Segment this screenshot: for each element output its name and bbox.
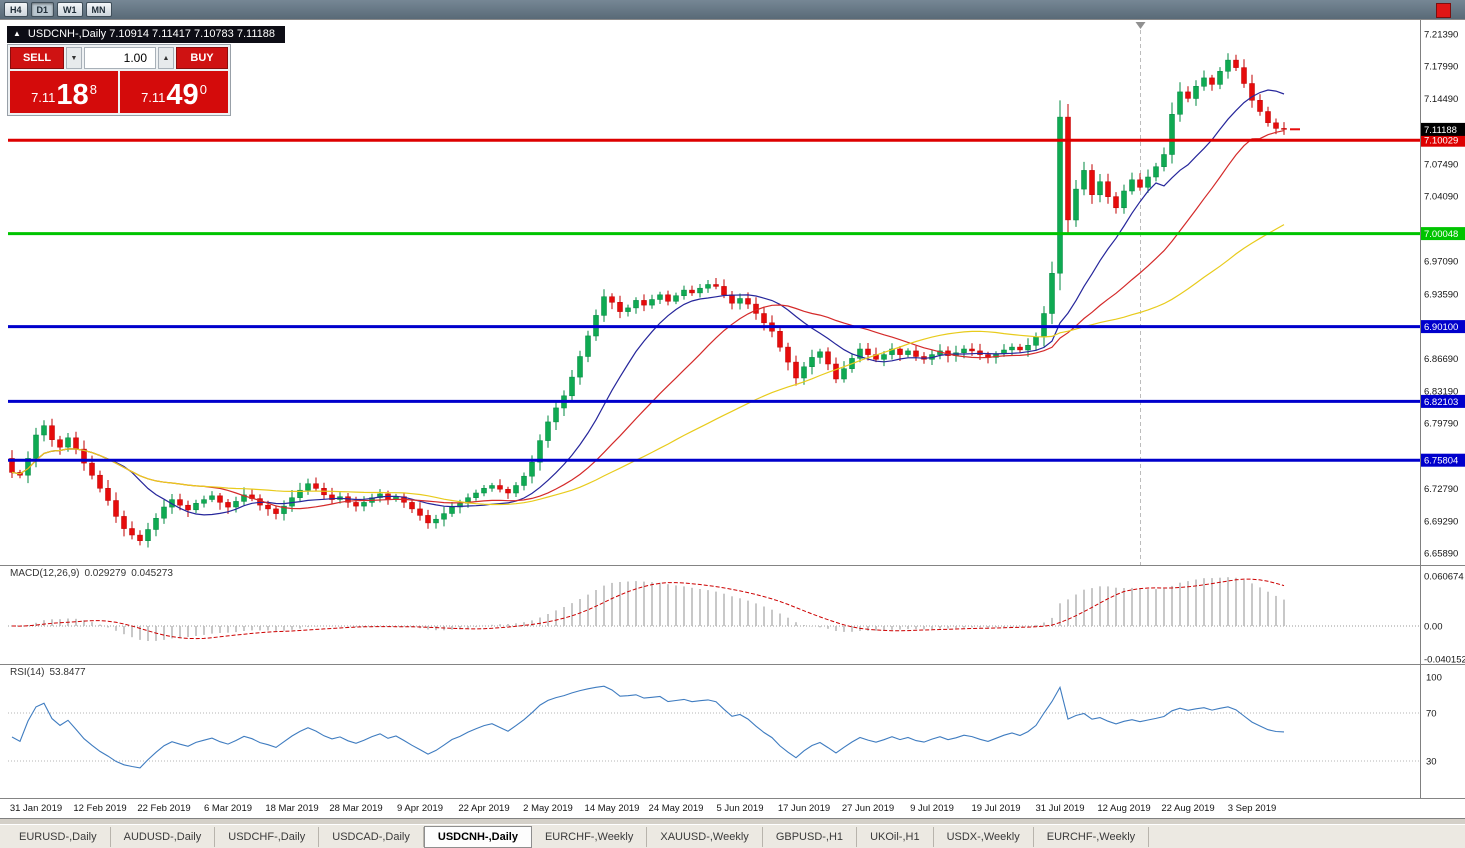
macd-panel-canvas[interactable]: 0.060674 0.00 -0.040152 xyxy=(0,565,1465,664)
buy-price-display[interactable]: 7.11 49 0 xyxy=(120,71,228,113)
tab-usdx-weekly[interactable]: USDX-,Weekly xyxy=(934,826,1034,847)
svg-text:12 Feb 2019: 12 Feb 2019 xyxy=(73,803,126,814)
volume-up-button[interactable]: ▲ xyxy=(158,47,174,69)
svg-text:31 Jul 2019: 31 Jul 2019 xyxy=(1035,803,1084,814)
svg-text:6.75804: 6.75804 xyxy=(1424,456,1458,467)
rsi-name: RSI(14) xyxy=(10,667,45,678)
svg-text:0.00: 0.00 xyxy=(1424,622,1443,633)
volume-input[interactable] xyxy=(84,47,156,69)
svg-text:9 Jul 2019: 9 Jul 2019 xyxy=(910,803,954,814)
tab-usdchf-daily[interactable]: USDCHF-,Daily xyxy=(215,826,320,847)
tab-eurusd-daily[interactable]: EURUSD-,Daily xyxy=(6,826,111,847)
svg-text:7.07490: 7.07490 xyxy=(1424,160,1458,171)
macd-name: MACD(12,26,9) xyxy=(10,568,80,579)
svg-text:22 Apr 2019: 22 Apr 2019 xyxy=(458,803,509,814)
rsi-value: 53.8477 xyxy=(49,667,86,678)
tab-usdcad-daily[interactable]: USDCAD-,Daily xyxy=(319,826,424,847)
buy-price-major: 7.11 xyxy=(141,90,166,105)
svg-text:7.14490: 7.14490 xyxy=(1424,94,1458,105)
svg-text:5 Jun 2019: 5 Jun 2019 xyxy=(716,803,763,814)
trade-controls-row: SELL ▼ ▲ BUY xyxy=(10,47,228,69)
svg-text:7.11188: 7.11188 xyxy=(1424,125,1457,136)
tab-ukoil-h1[interactable]: UKOil-,H1 xyxy=(857,826,934,847)
svg-text:27 Jun 2019: 27 Jun 2019 xyxy=(842,803,894,814)
rsi-label: RSI(14) 53.8477 xyxy=(10,667,91,678)
rsi-panel-canvas[interactable]: 100 70 30 xyxy=(0,664,1465,798)
sell-price-point: 8 xyxy=(89,82,97,97)
symbol-ohlc-text: USDCNH-,Daily 7.10914 7.11417 7.10783 7.… xyxy=(27,28,275,40)
svg-text:6.69290: 6.69290 xyxy=(1424,517,1458,528)
timeframe-mn-button[interactable]: MN xyxy=(85,2,112,17)
svg-text:12 Aug 2019: 12 Aug 2019 xyxy=(1097,803,1150,814)
tab-audusd-daily[interactable]: AUDUSD-,Daily xyxy=(111,826,216,847)
svg-text:17 Jun 2019: 17 Jun 2019 xyxy=(778,803,830,814)
svg-text:31 Jan 2019: 31 Jan 2019 xyxy=(10,803,62,814)
sell-price-major: 7.11 xyxy=(31,90,56,105)
macd-value-signal: 0.045273 xyxy=(131,568,173,579)
tab-gbpusd-h1[interactable]: GBPUSD-,H1 xyxy=(763,826,858,847)
svg-text:18 Mar 2019: 18 Mar 2019 xyxy=(265,803,318,814)
svg-text:22 Aug 2019: 22 Aug 2019 xyxy=(1161,803,1214,814)
svg-text:6 Mar 2019: 6 Mar 2019 xyxy=(204,803,252,814)
tab-eurchf-weekly[interactable]: EURCHF-,Weekly xyxy=(1034,826,1150,847)
svg-text:7.04090: 7.04090 xyxy=(1424,191,1458,202)
timeframe-w1-button[interactable]: W1 xyxy=(57,2,83,17)
svg-text:6.82103: 6.82103 xyxy=(1424,397,1458,408)
volume-down-button[interactable]: ▼ xyxy=(66,47,82,69)
svg-text:22 Feb 2019: 22 Feb 2019 xyxy=(137,803,190,814)
svg-text:0.060674: 0.060674 xyxy=(1424,572,1464,583)
sell-price-display[interactable]: 7.11 18 8 xyxy=(10,71,118,113)
trade-prices-row: 7.11 18 8 7.11 49 0 xyxy=(10,71,228,113)
svg-text:6.90100: 6.90100 xyxy=(1424,322,1458,333)
tab-eurchf-weekly[interactable]: EURCHF-,Weekly xyxy=(532,826,648,847)
svg-text:19 Jul 2019: 19 Jul 2019 xyxy=(971,803,1020,814)
price-chart-canvas[interactable]: 7.21390 7.17990 7.14490 7.07490 7.04090 6.970… xyxy=(0,20,1465,565)
symbol-title[interactable]: ▲ USDCNH-,Daily 7.10914 7.11417 7.10783 … xyxy=(7,26,285,43)
svg-text:7.17990: 7.17990 xyxy=(1424,61,1458,72)
timeframe-toolbar: H4 D1 W1 MN xyxy=(0,0,1465,19)
svg-text:9 Apr 2019: 9 Apr 2019 xyxy=(397,803,443,814)
chart-window: 7.21390 7.17990 7.14490 7.07490 7.04090 6.970… xyxy=(0,19,1465,818)
buy-button[interactable]: BUY xyxy=(176,47,228,69)
svg-text:3 Sep 2019: 3 Sep 2019 xyxy=(1228,803,1277,814)
svg-text:-0.040152: -0.040152 xyxy=(1424,655,1465,664)
collapse-arrow-icon[interactable]: ▲ xyxy=(13,29,21,38)
svg-text:7.00048: 7.00048 xyxy=(1424,229,1458,240)
svg-text:14 May 2019: 14 May 2019 xyxy=(585,803,640,814)
svg-text:7.10029: 7.10029 xyxy=(1424,136,1458,147)
svg-text:6.93590: 6.93590 xyxy=(1424,289,1458,300)
macd-label: MACD(12,26,9) 0.029279 0.045273 xyxy=(10,568,178,579)
macd-value-main: 0.029279 xyxy=(84,568,127,579)
svg-text:70: 70 xyxy=(1426,709,1437,720)
svg-text:6.79790: 6.79790 xyxy=(1424,419,1458,430)
status-strip xyxy=(0,818,1465,824)
svg-text:6.65890: 6.65890 xyxy=(1424,548,1458,559)
svg-text:30: 30 xyxy=(1426,757,1437,768)
buy-price-pips: 49 xyxy=(166,79,199,111)
timeframe-buttons: H4 D1 W1 MN xyxy=(4,2,112,17)
svg-text:2 May 2019: 2 May 2019 xyxy=(523,803,573,814)
buy-price-point: 0 xyxy=(199,82,207,97)
svg-text:7.21390: 7.21390 xyxy=(1424,30,1458,41)
svg-text:100: 100 xyxy=(1426,673,1442,684)
sell-price-pips: 18 xyxy=(56,79,89,111)
sell-button[interactable]: SELL xyxy=(10,47,64,69)
tab-xauusd-weekly[interactable]: XAUUSD-,Weekly xyxy=(647,826,763,847)
svg-text:24 May 2019: 24 May 2019 xyxy=(649,803,704,814)
svg-text:6.86690: 6.86690 xyxy=(1424,354,1458,365)
toolbar-red-button[interactable] xyxy=(1436,3,1451,18)
svg-text:6.97090: 6.97090 xyxy=(1424,257,1458,268)
one-click-trading-panel: SELL ▼ ▲ BUY 7.11 18 8 7.11 49 0 xyxy=(7,44,231,116)
timeframe-d1-button[interactable]: D1 xyxy=(30,2,55,17)
chart-tabs-bar: EURUSD-,Daily AUDUSD-,Daily USDCHF-,Daily U… xyxy=(0,824,1465,848)
time-axis[interactable]: 31 Jan 2019 12 Feb 2019 22 Feb 2019 6 Mar 2… xyxy=(0,798,1465,819)
svg-text:6.72790: 6.72790 xyxy=(1424,484,1458,495)
timeframe-h4-button[interactable]: H4 xyxy=(4,2,28,17)
tab-usdcnh-daily[interactable]: USDCNH-,Daily xyxy=(423,825,532,848)
svg-text:28 Mar 2019: 28 Mar 2019 xyxy=(329,803,382,814)
svg-text:6.83190: 6.83190 xyxy=(1424,387,1458,398)
